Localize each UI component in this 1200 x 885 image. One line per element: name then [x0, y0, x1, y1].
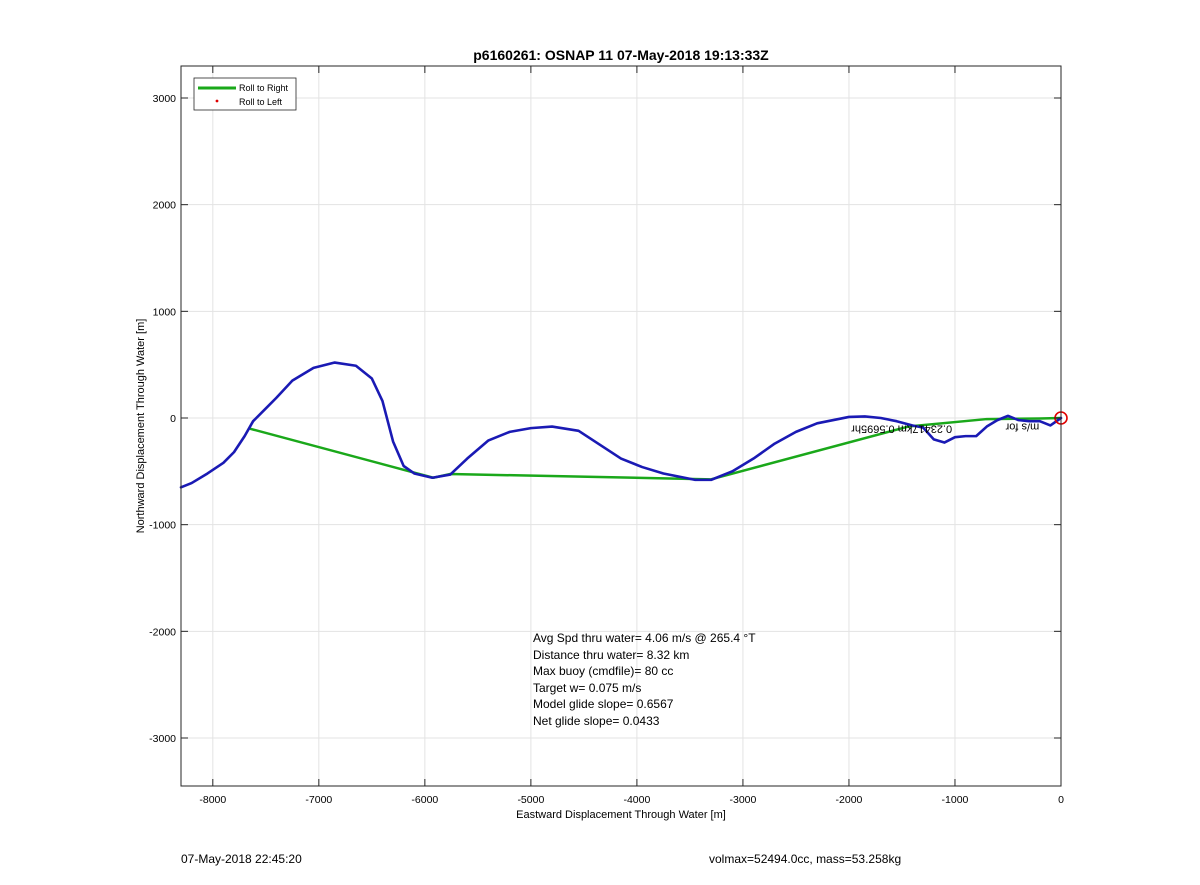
legend-box: [193, 77, 297, 111]
x-tick-label: -5000: [517, 794, 544, 806]
y-tick-label: -1000: [149, 520, 176, 532]
x-tick-label: -4000: [623, 794, 650, 806]
legend-roll-left-marker: [215, 99, 219, 103]
y-tick-label: 2000: [153, 200, 177, 212]
y-tick-label: 1000: [153, 306, 177, 318]
stats-line: Max buoy (cmdfile)= 80 cc: [533, 664, 673, 678]
y-tick-label: -2000: [149, 626, 176, 638]
tick-layer: -8000 -7000 -6000 -5000 -4000 -3000 -2000 -1000…: [149, 66, 1064, 806]
y-tick-label: 0: [170, 413, 176, 425]
series-track-line: [179, 361, 1063, 489]
stats-line: Distance thru water= 8.32 km: [533, 648, 689, 662]
x-tick-label: -1000: [942, 794, 969, 806]
mirrored-annotation: 0.23417km 0.5695hr: [851, 422, 952, 434]
chart-title: p6160261: OSNAP 11 07-May-2018 19:13:33Z: [473, 47, 769, 63]
stats-block: Avg Spd thru water= 4.06 m/s @ 265.4 °T …: [533, 631, 756, 728]
plot-frame: [180, 65, 1062, 787]
legend-roll-right-label: Roll to Right: [239, 83, 289, 93]
x-tick-label: -3000: [729, 794, 756, 806]
legend-roll-left-label: Roll to Left: [239, 97, 283, 107]
mirrored-annotation-overlap: m/s for: [1005, 420, 1039, 432]
legend: Roll to Right Roll to Left: [193, 77, 297, 111]
stats-line: Target w= 0.075 m/s: [533, 681, 641, 695]
footer-timestamp: 07-May-2018 22:45:20: [181, 852, 302, 866]
x-tick-label: -2000: [836, 794, 863, 806]
grid-lines: [181, 66, 1062, 786]
x-tick-label: -8000: [199, 794, 226, 806]
y-tick-label: -3000: [149, 733, 176, 745]
x-axis-label: Eastward Displacement Through Water [m]: [516, 809, 726, 821]
x-tick-label: 0: [1058, 794, 1064, 806]
annotation-text-overlap: m/s for: [1005, 420, 1039, 432]
mirrored-annotation-layer: 0.23417km 0.5695hr m/s for: [851, 420, 1039, 434]
stats-line: Avg Spd thru water= 4.06 m/s @ 265.4 °T: [533, 631, 756, 645]
y-tick-label: 3000: [153, 93, 177, 105]
y-axis-label: Northward Displacement Through Water [m]: [135, 319, 147, 534]
stats-line: Net glide slope= 0.0433: [533, 714, 660, 728]
x-tick-label: -6000: [411, 794, 438, 806]
stats-line: Model glide slope= 0.6567: [533, 697, 674, 711]
annotation-text: 0.23417km 0.5695hr: [851, 422, 952, 434]
x-tick-label: -7000: [305, 794, 332, 806]
footer-volume-mass: volmax=52494.0cc, mass=53.258kg: [709, 852, 902, 866]
